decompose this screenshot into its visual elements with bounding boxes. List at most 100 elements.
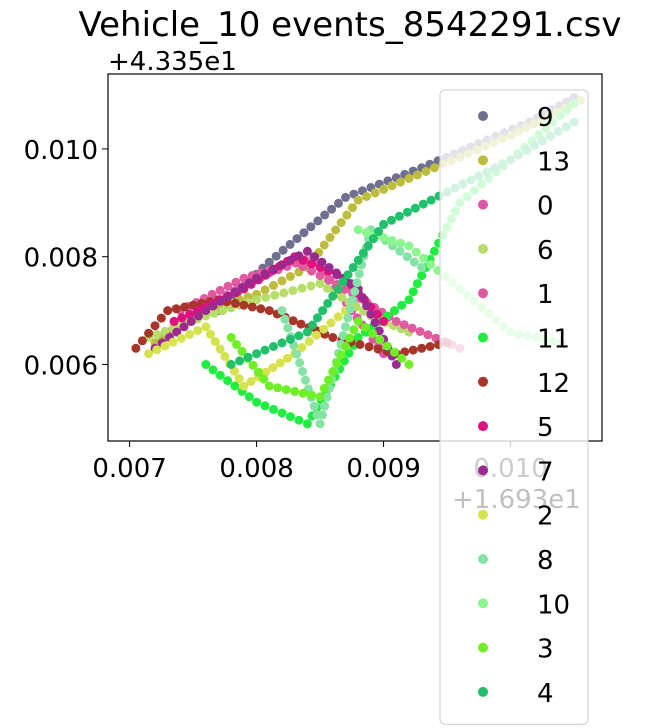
data-point xyxy=(144,349,154,359)
legend-marker xyxy=(478,686,488,697)
data-point xyxy=(306,281,316,291)
data-point xyxy=(319,383,329,393)
x-tick-label: 0.008 xyxy=(219,454,293,484)
data-point xyxy=(315,419,325,429)
data-point xyxy=(292,234,302,244)
y-tick-label: 0.006 xyxy=(24,351,98,381)
legend-marker xyxy=(478,376,488,387)
data-point xyxy=(341,192,350,202)
series-12 xyxy=(131,295,452,359)
y-axis: 0.006 0.008 0.010 xyxy=(24,136,108,381)
data-point xyxy=(269,280,278,290)
legend-label: 13 xyxy=(537,147,570,177)
data-point xyxy=(397,300,407,310)
data-point xyxy=(201,360,211,369)
y-offset-label: +4.335e1 xyxy=(108,47,237,77)
data-point xyxy=(299,228,309,238)
data-point xyxy=(163,306,173,316)
data-point xyxy=(375,335,385,345)
data-point xyxy=(285,239,295,249)
legend-marker xyxy=(478,199,488,210)
data-point xyxy=(160,341,170,351)
data-point xyxy=(425,342,435,351)
data-point xyxy=(235,356,245,366)
data-point xyxy=(137,336,147,346)
data-point xyxy=(168,337,178,347)
data-point xyxy=(152,345,162,355)
data-point xyxy=(259,374,269,384)
data-point xyxy=(320,210,330,220)
data-point xyxy=(186,316,196,326)
data-point xyxy=(237,346,247,356)
data-point xyxy=(317,410,327,420)
data-point xyxy=(373,344,383,354)
data-point xyxy=(302,327,312,337)
data-point xyxy=(379,219,389,229)
data-point xyxy=(328,291,338,301)
data-point xyxy=(281,385,291,395)
data-point xyxy=(131,343,141,353)
data-point xyxy=(342,210,352,220)
data-point xyxy=(362,227,372,237)
data-point xyxy=(323,298,333,308)
data-point xyxy=(322,283,332,293)
data-point xyxy=(277,260,287,270)
data-point xyxy=(244,278,254,288)
legend-marker xyxy=(478,642,488,653)
data-point xyxy=(364,342,374,352)
data-point xyxy=(209,308,219,318)
data-point xyxy=(264,257,274,267)
data-point xyxy=(269,342,278,351)
data-point xyxy=(171,304,181,314)
data-point xyxy=(315,392,325,402)
chart-title: Vehicle_10 events_8542291.csv xyxy=(79,5,622,45)
data-point xyxy=(193,326,203,336)
data-point xyxy=(302,246,312,256)
data-point xyxy=(285,334,295,344)
data-point xyxy=(292,349,302,359)
legend-label: 11 xyxy=(537,325,570,355)
data-point xyxy=(429,246,439,256)
data-point xyxy=(322,392,332,402)
data-point xyxy=(423,330,433,340)
data-point xyxy=(387,236,397,245)
data-point xyxy=(390,306,399,316)
legend-marker xyxy=(478,111,488,121)
data-point xyxy=(152,329,162,339)
data-point xyxy=(379,233,389,243)
data-point xyxy=(344,348,354,358)
data-point xyxy=(285,255,295,265)
data-point xyxy=(353,195,363,205)
data-point xyxy=(282,353,292,363)
data-point xyxy=(270,290,280,300)
data-point xyxy=(331,268,341,278)
data-point xyxy=(304,336,314,346)
data-point xyxy=(412,279,422,289)
data-point xyxy=(264,306,274,316)
data-point xyxy=(300,375,310,385)
data-point xyxy=(411,247,421,257)
data-point xyxy=(223,281,233,291)
data-point xyxy=(226,360,236,369)
data-point xyxy=(341,322,350,332)
data-point xyxy=(294,251,304,261)
data-point xyxy=(417,271,427,281)
data-point xyxy=(363,241,373,251)
data-point xyxy=(285,412,295,422)
data-point xyxy=(261,367,271,377)
data-point xyxy=(297,343,307,352)
data-point xyxy=(237,283,247,292)
data-point xyxy=(325,233,335,242)
data-point xyxy=(368,329,378,339)
data-point xyxy=(412,170,422,180)
data-point xyxy=(358,248,368,258)
x-offset-label: +1.693e1 xyxy=(452,485,581,515)
legend-label: 1 xyxy=(537,280,554,310)
data-point xyxy=(319,324,329,334)
legend-marker xyxy=(478,288,488,299)
data-point xyxy=(341,342,350,351)
data-point xyxy=(396,238,405,248)
data-point xyxy=(150,321,160,331)
data-point xyxy=(215,344,225,354)
legend-frame xyxy=(439,89,589,725)
